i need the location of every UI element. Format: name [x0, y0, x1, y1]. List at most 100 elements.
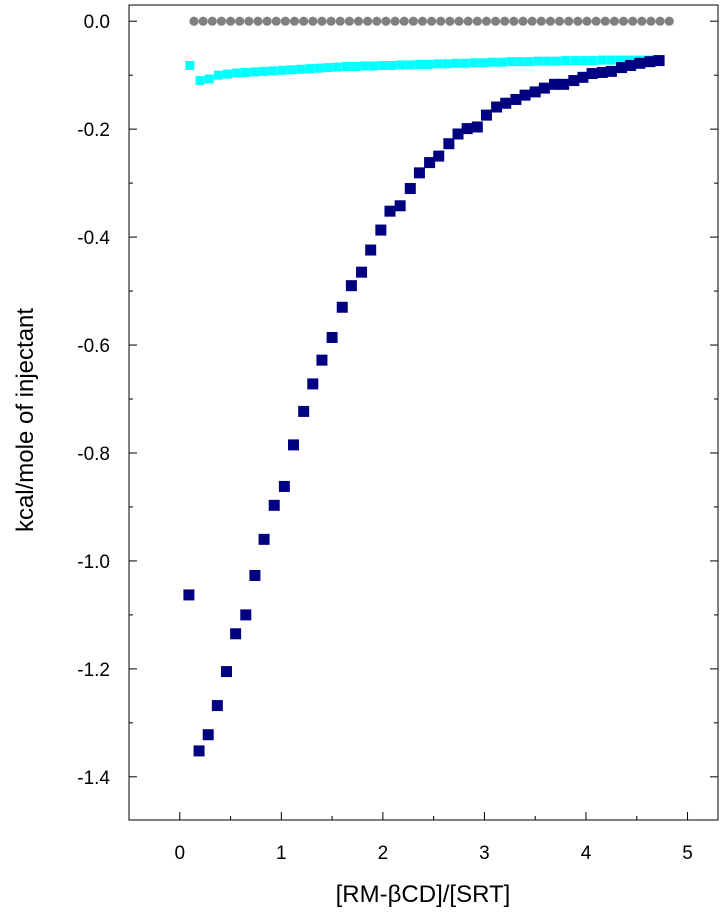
data-point — [308, 16, 318, 26]
data-point — [216, 16, 227, 26]
data-point — [372, 16, 382, 26]
data-point — [323, 63, 333, 73]
plot-frame — [128, 4, 719, 821]
data-point — [471, 121, 483, 133]
data-point — [463, 16, 473, 26]
data-point — [515, 57, 525, 67]
data-point — [618, 16, 629, 26]
data-point — [262, 16, 272, 26]
data-point — [336, 301, 348, 313]
data-point — [326, 16, 336, 26]
data-point — [316, 354, 328, 366]
data-point — [198, 16, 208, 26]
data-point — [436, 16, 446, 26]
data-point — [211, 700, 223, 712]
series-1 — [189, 16, 674, 26]
y-axis-title: kcal/mole of injectant — [12, 308, 39, 532]
data-point — [183, 589, 195, 601]
data-point — [424, 59, 434, 69]
data-point — [288, 439, 300, 451]
data-point — [637, 16, 647, 26]
data-point — [390, 16, 400, 26]
data-point — [497, 57, 507, 67]
data-point — [597, 55, 607, 65]
data-series — [183, 16, 674, 757]
data-point — [518, 16, 528, 26]
data-point — [424, 157, 436, 169]
data-point — [286, 65, 296, 75]
data-point — [500, 16, 510, 26]
data-point — [509, 16, 519, 26]
data-point — [223, 69, 233, 79]
data-point — [335, 16, 345, 26]
data-point — [413, 167, 425, 179]
data-point — [365, 244, 377, 256]
data-point — [628, 16, 638, 26]
data-point — [606, 55, 616, 65]
data-point — [644, 56, 656, 68]
x-tick-label: 1 — [276, 843, 287, 864]
data-point — [461, 123, 473, 135]
data-point — [586, 68, 598, 80]
data-point — [280, 16, 290, 26]
y-tick-label: -0.6 — [77, 336, 110, 357]
data-point — [600, 16, 610, 26]
data-point — [558, 78, 570, 90]
x-tick-label: 4 — [581, 843, 592, 864]
data-point — [524, 57, 534, 67]
data-point — [249, 570, 261, 581]
data-point — [378, 60, 388, 70]
data-point — [299, 16, 309, 26]
data-point — [207, 16, 217, 26]
data-point — [417, 16, 428, 26]
data-point — [538, 82, 550, 94]
y-tick-label: -0.4 — [77, 228, 110, 249]
data-point — [353, 16, 364, 26]
data-point — [268, 66, 278, 76]
data-point — [345, 280, 357, 292]
y-tick-label: -1.0 — [77, 552, 110, 573]
data-point — [232, 68, 242, 78]
data-point — [258, 533, 270, 545]
data-point — [488, 57, 498, 67]
x-tick-label: 5 — [682, 843, 693, 864]
data-point — [314, 63, 324, 73]
data-point — [344, 16, 354, 26]
data-point — [259, 66, 269, 76]
data-point — [405, 60, 415, 70]
data-point — [545, 16, 556, 26]
data-point — [271, 16, 281, 26]
data-point — [452, 128, 464, 140]
data-point — [655, 16, 665, 26]
data-point — [500, 97, 512, 109]
data-point — [298, 405, 310, 417]
data-point — [369, 61, 379, 71]
data-point — [646, 16, 656, 26]
data-point — [478, 58, 488, 68]
data-point — [202, 729, 214, 741]
data-point — [596, 66, 608, 78]
y-tick-label: 0.0 — [84, 12, 110, 33]
data-point — [460, 58, 470, 68]
data-point — [408, 16, 418, 26]
data-point — [664, 16, 674, 26]
data-point — [307, 378, 319, 390]
x-axis-title: [RM-βCD]/[SRT] — [336, 881, 511, 908]
data-point — [568, 75, 580, 87]
y-tick-label: -1.4 — [77, 768, 110, 789]
data-point — [491, 16, 501, 26]
data-point — [289, 16, 300, 26]
data-point — [326, 331, 338, 343]
data-point — [510, 93, 522, 105]
data-point — [561, 56, 571, 66]
data-point — [213, 70, 223, 80]
data-point — [609, 16, 620, 26]
data-point — [533, 56, 543, 66]
data-point — [277, 65, 287, 75]
data-point — [527, 16, 537, 26]
x-tick-label: 2 — [378, 843, 389, 864]
x-tick-label: 3 — [479, 843, 490, 864]
data-point — [582, 16, 592, 26]
y-tick-label: -0.2 — [77, 120, 110, 141]
data-point — [472, 16, 482, 26]
